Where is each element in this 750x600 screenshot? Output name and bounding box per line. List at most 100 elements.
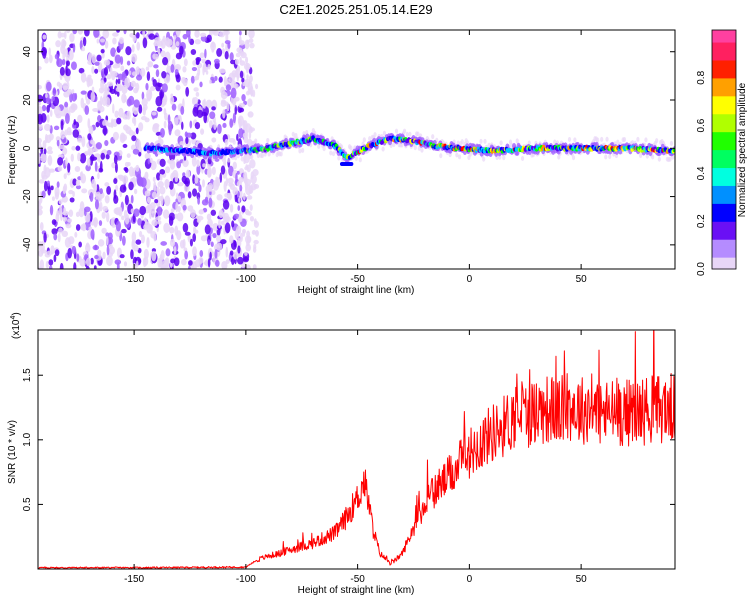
noise-blob (155, 216, 162, 221)
noise-blob (91, 156, 98, 161)
noise-blob (87, 133, 92, 141)
snr-x-tick-label: -150 (124, 574, 144, 585)
noise-blob (182, 78, 188, 87)
noise-blob (210, 209, 217, 216)
ridge-halo (368, 136, 372, 142)
noise-blob (174, 69, 179, 75)
spectrogram-y-ticks: -40 -20 0 20 40 (22, 46, 675, 252)
colorbar-tick-label: 0.4 (696, 166, 707, 180)
noise-blob (69, 32, 75, 43)
noise-blob (106, 245, 110, 256)
noise-blob (192, 233, 197, 243)
ridge-halo (267, 151, 271, 157)
noise-blob (149, 157, 153, 164)
colorbar-swatch (712, 59, 736, 64)
noise-blob (175, 52, 183, 60)
noise-blob (69, 197, 75, 203)
spectrogram-x-tick-label: 0 (467, 274, 473, 285)
noise-blob (253, 239, 259, 245)
noise-blob (38, 208, 43, 216)
noise-blob (99, 38, 106, 43)
noise-blob (181, 121, 184, 131)
spectrogram-frame (37, 29, 676, 270)
noise-blob (63, 173, 67, 180)
ridge-halo (232, 139, 236, 145)
noise-blob (153, 233, 157, 242)
noise-blob (226, 102, 230, 112)
ridge-halo (400, 142, 404, 148)
ridge-halo (520, 156, 525, 162)
snr-y-scale-close: ) (11, 312, 22, 315)
noise-blob (113, 178, 118, 185)
noise-blob (101, 227, 107, 234)
noise-blob (229, 235, 234, 244)
noise-blob (79, 39, 83, 50)
colorbar-swatch (712, 155, 736, 160)
noise-blob (198, 209, 205, 215)
colorbar-swatch (712, 206, 736, 210)
noise-blob (177, 182, 184, 187)
colorbar-swatch (712, 83, 736, 88)
noise-blob (246, 230, 251, 238)
colorbar-swatch (712, 203, 736, 207)
noise-blob (241, 94, 246, 102)
noise-blob (72, 43, 76, 53)
noise-blob (183, 58, 188, 67)
noise-blob (174, 129, 181, 137)
noise-blob (247, 111, 254, 118)
noise-blob (56, 81, 61, 87)
colorbar-swatch (712, 167, 736, 172)
noise-blob (38, 66, 42, 71)
noise-blob (162, 209, 170, 219)
noise-blob (182, 158, 189, 168)
noise-blob (223, 181, 227, 192)
noise-blob (97, 239, 105, 247)
noise-blob (136, 41, 141, 51)
noise-blob (187, 235, 192, 241)
noise-blob (43, 232, 47, 243)
noise-blob (199, 250, 204, 257)
noise-blob (209, 251, 212, 261)
noise-blob (151, 248, 157, 253)
noise-blob (238, 103, 246, 108)
noise-blob (249, 215, 255, 222)
noise-blob (128, 181, 134, 191)
noise-blob (55, 40, 62, 48)
noise-blob (43, 123, 51, 131)
noise-blob (72, 129, 80, 138)
noise-blob (56, 210, 60, 217)
noise-blob (124, 167, 129, 173)
noise-blob (60, 44, 66, 55)
ridge-halo (337, 155, 341, 161)
noise-blob (245, 243, 252, 252)
noise-blob (220, 165, 226, 175)
ridge-halo (499, 140, 503, 146)
noise-blob (45, 260, 50, 269)
noise-blob (187, 205, 194, 212)
noise-blob (152, 123, 159, 130)
noise-blob (212, 223, 219, 231)
noise-blob (62, 82, 69, 91)
ridge-halo (382, 130, 387, 136)
noise-blob (135, 66, 140, 75)
noise-blob (237, 205, 241, 212)
noise-blob (94, 68, 99, 74)
noise-blob (151, 111, 157, 116)
noise-blob (92, 107, 99, 113)
noise-blob (51, 219, 57, 225)
noise-blob (48, 259, 54, 266)
noise-blob (141, 98, 148, 107)
ridge-halo (571, 155, 576, 161)
noise-blob (213, 58, 220, 64)
noise-blob (70, 103, 78, 111)
noise-blob (84, 105, 90, 116)
noise-blob (247, 98, 253, 107)
noise-blob (44, 133, 48, 144)
noise-blob (90, 228, 95, 240)
noise-blob (237, 245, 241, 254)
noise-blob (191, 156, 197, 167)
noise-blob (169, 159, 176, 170)
ridge-halo (636, 136, 640, 142)
noise-blob (246, 74, 249, 80)
